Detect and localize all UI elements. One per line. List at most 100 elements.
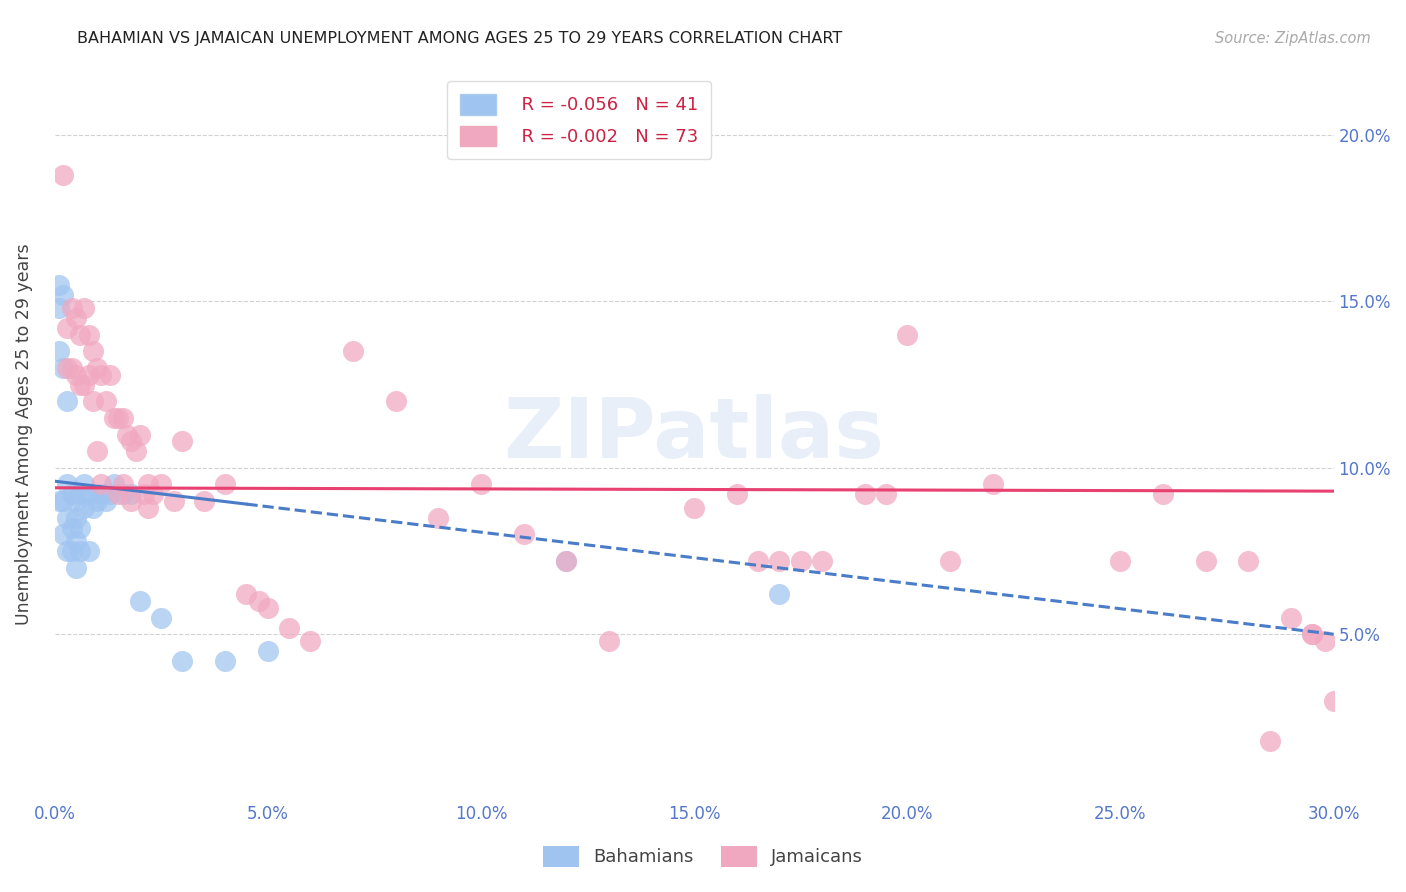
- Point: [555, 554, 578, 568]
- Point: [60, 521, 83, 535]
- Point: [107, 411, 129, 425]
- Point: [82, 394, 104, 409]
- Y-axis label: Unemployment Among Ages 25 to 29 years: Unemployment Among Ages 25 to 29 years: [15, 244, 32, 625]
- Point: [172, 654, 194, 668]
- Point: [427, 510, 450, 524]
- Point: [384, 394, 406, 409]
- Point: [1195, 554, 1218, 568]
- Point: [747, 554, 769, 568]
- Point: [90, 477, 112, 491]
- Point: [1279, 610, 1302, 624]
- Point: [73, 301, 96, 315]
- Point: [103, 477, 125, 491]
- Point: [48, 301, 70, 315]
- Point: [69, 327, 91, 342]
- Point: [512, 527, 534, 541]
- Point: [94, 394, 117, 409]
- Point: [1323, 694, 1346, 708]
- Legend:   R = -0.056   N = 41,   R = -0.002   N = 73: R = -0.056 N = 41, R = -0.002 N = 73: [447, 81, 711, 159]
- Point: [598, 633, 620, 648]
- Point: [65, 494, 87, 508]
- Point: [65, 534, 87, 549]
- Point: [60, 361, 83, 376]
- Point: [115, 427, 138, 442]
- Point: [69, 487, 91, 501]
- Point: [555, 554, 578, 568]
- Point: [60, 487, 83, 501]
- Point: [1313, 633, 1336, 648]
- Point: [52, 361, 75, 376]
- Point: [60, 301, 83, 315]
- Point: [150, 610, 173, 624]
- Point: [90, 368, 112, 382]
- Point: [65, 560, 87, 574]
- Point: [150, 477, 173, 491]
- Point: [142, 487, 165, 501]
- Point: [725, 487, 748, 501]
- Point: [107, 487, 129, 501]
- Point: [69, 377, 91, 392]
- Point: [69, 521, 91, 535]
- Point: [896, 327, 918, 342]
- Point: [77, 544, 100, 558]
- Point: [120, 494, 142, 508]
- Text: BAHAMIAN VS JAMAICAN UNEMPLOYMENT AMONG AGES 25 TO 29 YEARS CORRELATION CHART: BAHAMIAN VS JAMAICAN UNEMPLOYMENT AMONG …: [77, 31, 842, 46]
- Point: [111, 477, 134, 491]
- Point: [48, 494, 70, 508]
- Point: [90, 487, 112, 501]
- Point: [136, 477, 159, 491]
- Point: [86, 444, 108, 458]
- Point: [86, 494, 108, 508]
- Point: [1301, 627, 1323, 641]
- Point: [214, 477, 236, 491]
- Point: [136, 500, 159, 515]
- Point: [124, 444, 146, 458]
- Point: [69, 544, 91, 558]
- Point: [163, 494, 186, 508]
- Point: [981, 477, 1004, 491]
- Point: [256, 600, 278, 615]
- Point: [683, 500, 706, 515]
- Point: [1237, 554, 1260, 568]
- Point: [470, 477, 492, 491]
- Point: [48, 344, 70, 359]
- Point: [52, 494, 75, 508]
- Text: Source: ZipAtlas.com: Source: ZipAtlas.com: [1215, 31, 1371, 46]
- Legend: Bahamians, Jamaicans: Bahamians, Jamaicans: [536, 838, 870, 874]
- Point: [111, 411, 134, 425]
- Point: [73, 500, 96, 515]
- Point: [875, 487, 897, 501]
- Point: [247, 594, 270, 608]
- Point: [1109, 554, 1132, 568]
- Point: [52, 527, 75, 541]
- Point: [235, 587, 257, 601]
- Point: [278, 621, 301, 635]
- Point: [1301, 627, 1323, 641]
- Point: [768, 587, 790, 601]
- Point: [77, 368, 100, 382]
- Point: [128, 427, 150, 442]
- Point: [73, 477, 96, 491]
- Point: [342, 344, 364, 359]
- Point: [94, 494, 117, 508]
- Point: [939, 554, 962, 568]
- Point: [77, 487, 100, 501]
- Point: [853, 487, 876, 501]
- Point: [48, 277, 70, 292]
- Point: [128, 594, 150, 608]
- Point: [98, 368, 121, 382]
- Point: [111, 487, 134, 501]
- Point: [98, 487, 121, 501]
- Point: [86, 361, 108, 376]
- Point: [214, 654, 236, 668]
- Point: [56, 544, 79, 558]
- Point: [103, 411, 125, 425]
- Point: [52, 287, 75, 301]
- Point: [256, 644, 278, 658]
- Point: [56, 394, 79, 409]
- Point: [65, 368, 87, 382]
- Point: [56, 510, 79, 524]
- Point: [789, 554, 811, 568]
- Text: ZIPatlas: ZIPatlas: [503, 394, 884, 475]
- Point: [52, 168, 75, 182]
